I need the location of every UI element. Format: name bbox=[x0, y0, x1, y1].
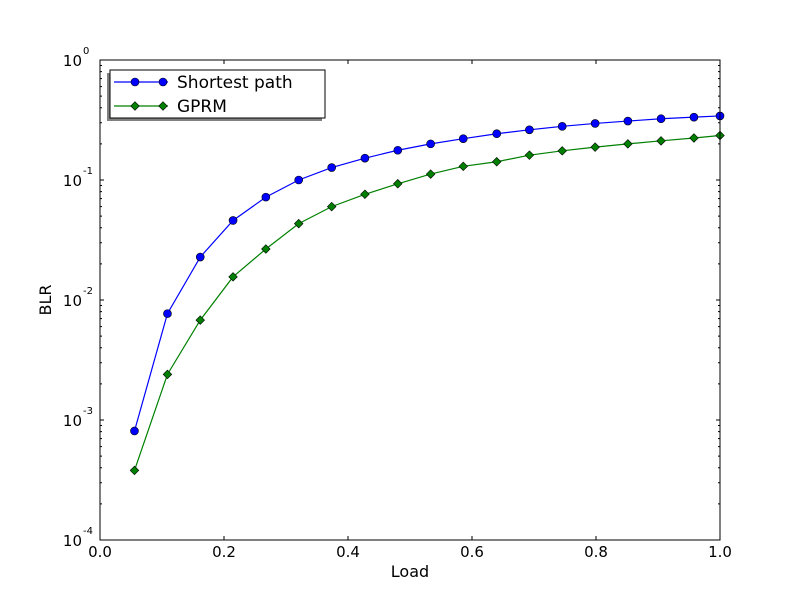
gprm-point bbox=[129, 465, 140, 476]
gprm-point bbox=[162, 369, 173, 380]
shortest-path-point bbox=[525, 125, 534, 135]
gprm-point bbox=[326, 201, 337, 212]
y-tick-label: 10 bbox=[63, 292, 82, 310]
gprm-point bbox=[656, 136, 666, 146]
y-tick-label: 10 bbox=[63, 172, 82, 190]
y-tick-exponent: 0 bbox=[83, 46, 89, 57]
shortest-path-point bbox=[689, 112, 699, 122]
x-axis-label: Load bbox=[391, 562, 429, 581]
shortest-path-point bbox=[492, 129, 502, 139]
y-tick-label: 10 bbox=[63, 532, 82, 550]
gprm-point bbox=[228, 272, 238, 282]
gprm-point bbox=[360, 189, 370, 200]
y-tick-exponent: -1 bbox=[83, 166, 93, 177]
x-tick-label: 0.2 bbox=[212, 543, 236, 561]
gprm-point bbox=[261, 244, 271, 254]
gprm-point bbox=[623, 139, 633, 149]
x-tick-label: 0.8 bbox=[584, 543, 608, 561]
x-tick-label: 0.0 bbox=[88, 543, 112, 561]
gprm-point bbox=[492, 157, 502, 167]
y-tick-label: 10 bbox=[63, 412, 82, 430]
shortest-path-point bbox=[261, 192, 271, 202]
shortest-path-point bbox=[195, 252, 205, 262]
x-tick-label: 0.4 bbox=[336, 543, 360, 561]
y-tick-label: 10 bbox=[63, 52, 82, 70]
gprm-point bbox=[393, 179, 403, 189]
gprm-point bbox=[458, 161, 468, 172]
shortest-path-point bbox=[130, 426, 139, 436]
series-layer bbox=[129, 111, 725, 476]
legend-marker-gprm bbox=[158, 101, 168, 111]
shortest-path-point bbox=[557, 122, 567, 131]
gprm-point bbox=[195, 315, 205, 325]
gprm-point bbox=[689, 133, 699, 143]
shortest-path-point bbox=[294, 175, 304, 185]
gprm-point bbox=[524, 150, 535, 160]
legend-marker-shortest-path bbox=[158, 77, 168, 87]
shortest-path-point bbox=[228, 216, 238, 225]
shortest-path-point bbox=[426, 139, 435, 149]
y-tick-exponent: -3 bbox=[83, 406, 93, 417]
legend-marker-gprm bbox=[130, 101, 140, 111]
y-axis-label: BLR bbox=[36, 284, 55, 315]
legend-label-shortest-path: Shortest path bbox=[177, 73, 293, 93]
legend: Shortest path GPRM bbox=[107, 69, 326, 121]
gprm-point bbox=[293, 218, 304, 229]
gprm-point bbox=[425, 169, 436, 179]
shortest-path-point bbox=[327, 163, 336, 172]
shortest-path-point bbox=[393, 145, 403, 155]
legend-label-gprm: GPRM bbox=[177, 97, 227, 117]
legend-marker-shortest-path bbox=[130, 77, 140, 87]
gprm-point bbox=[557, 146, 567, 156]
shortest-path-point bbox=[623, 116, 633, 126]
x-tick-label: 0.6 bbox=[460, 543, 484, 561]
y-tick-exponent: -4 bbox=[83, 526, 93, 537]
plot-area bbox=[100, 60, 720, 540]
gprm-point bbox=[590, 142, 600, 152]
y-tick-exponent: -2 bbox=[83, 286, 93, 297]
shortest-path-point bbox=[360, 153, 370, 163]
x-tick-label: 1.0 bbox=[708, 543, 732, 561]
legend-box bbox=[109, 69, 326, 119]
shortest-path-point bbox=[163, 309, 172, 318]
shortest-path-point bbox=[458, 134, 468, 143]
shortest-path-point bbox=[590, 119, 600, 128]
shortest-path-point bbox=[656, 114, 666, 124]
